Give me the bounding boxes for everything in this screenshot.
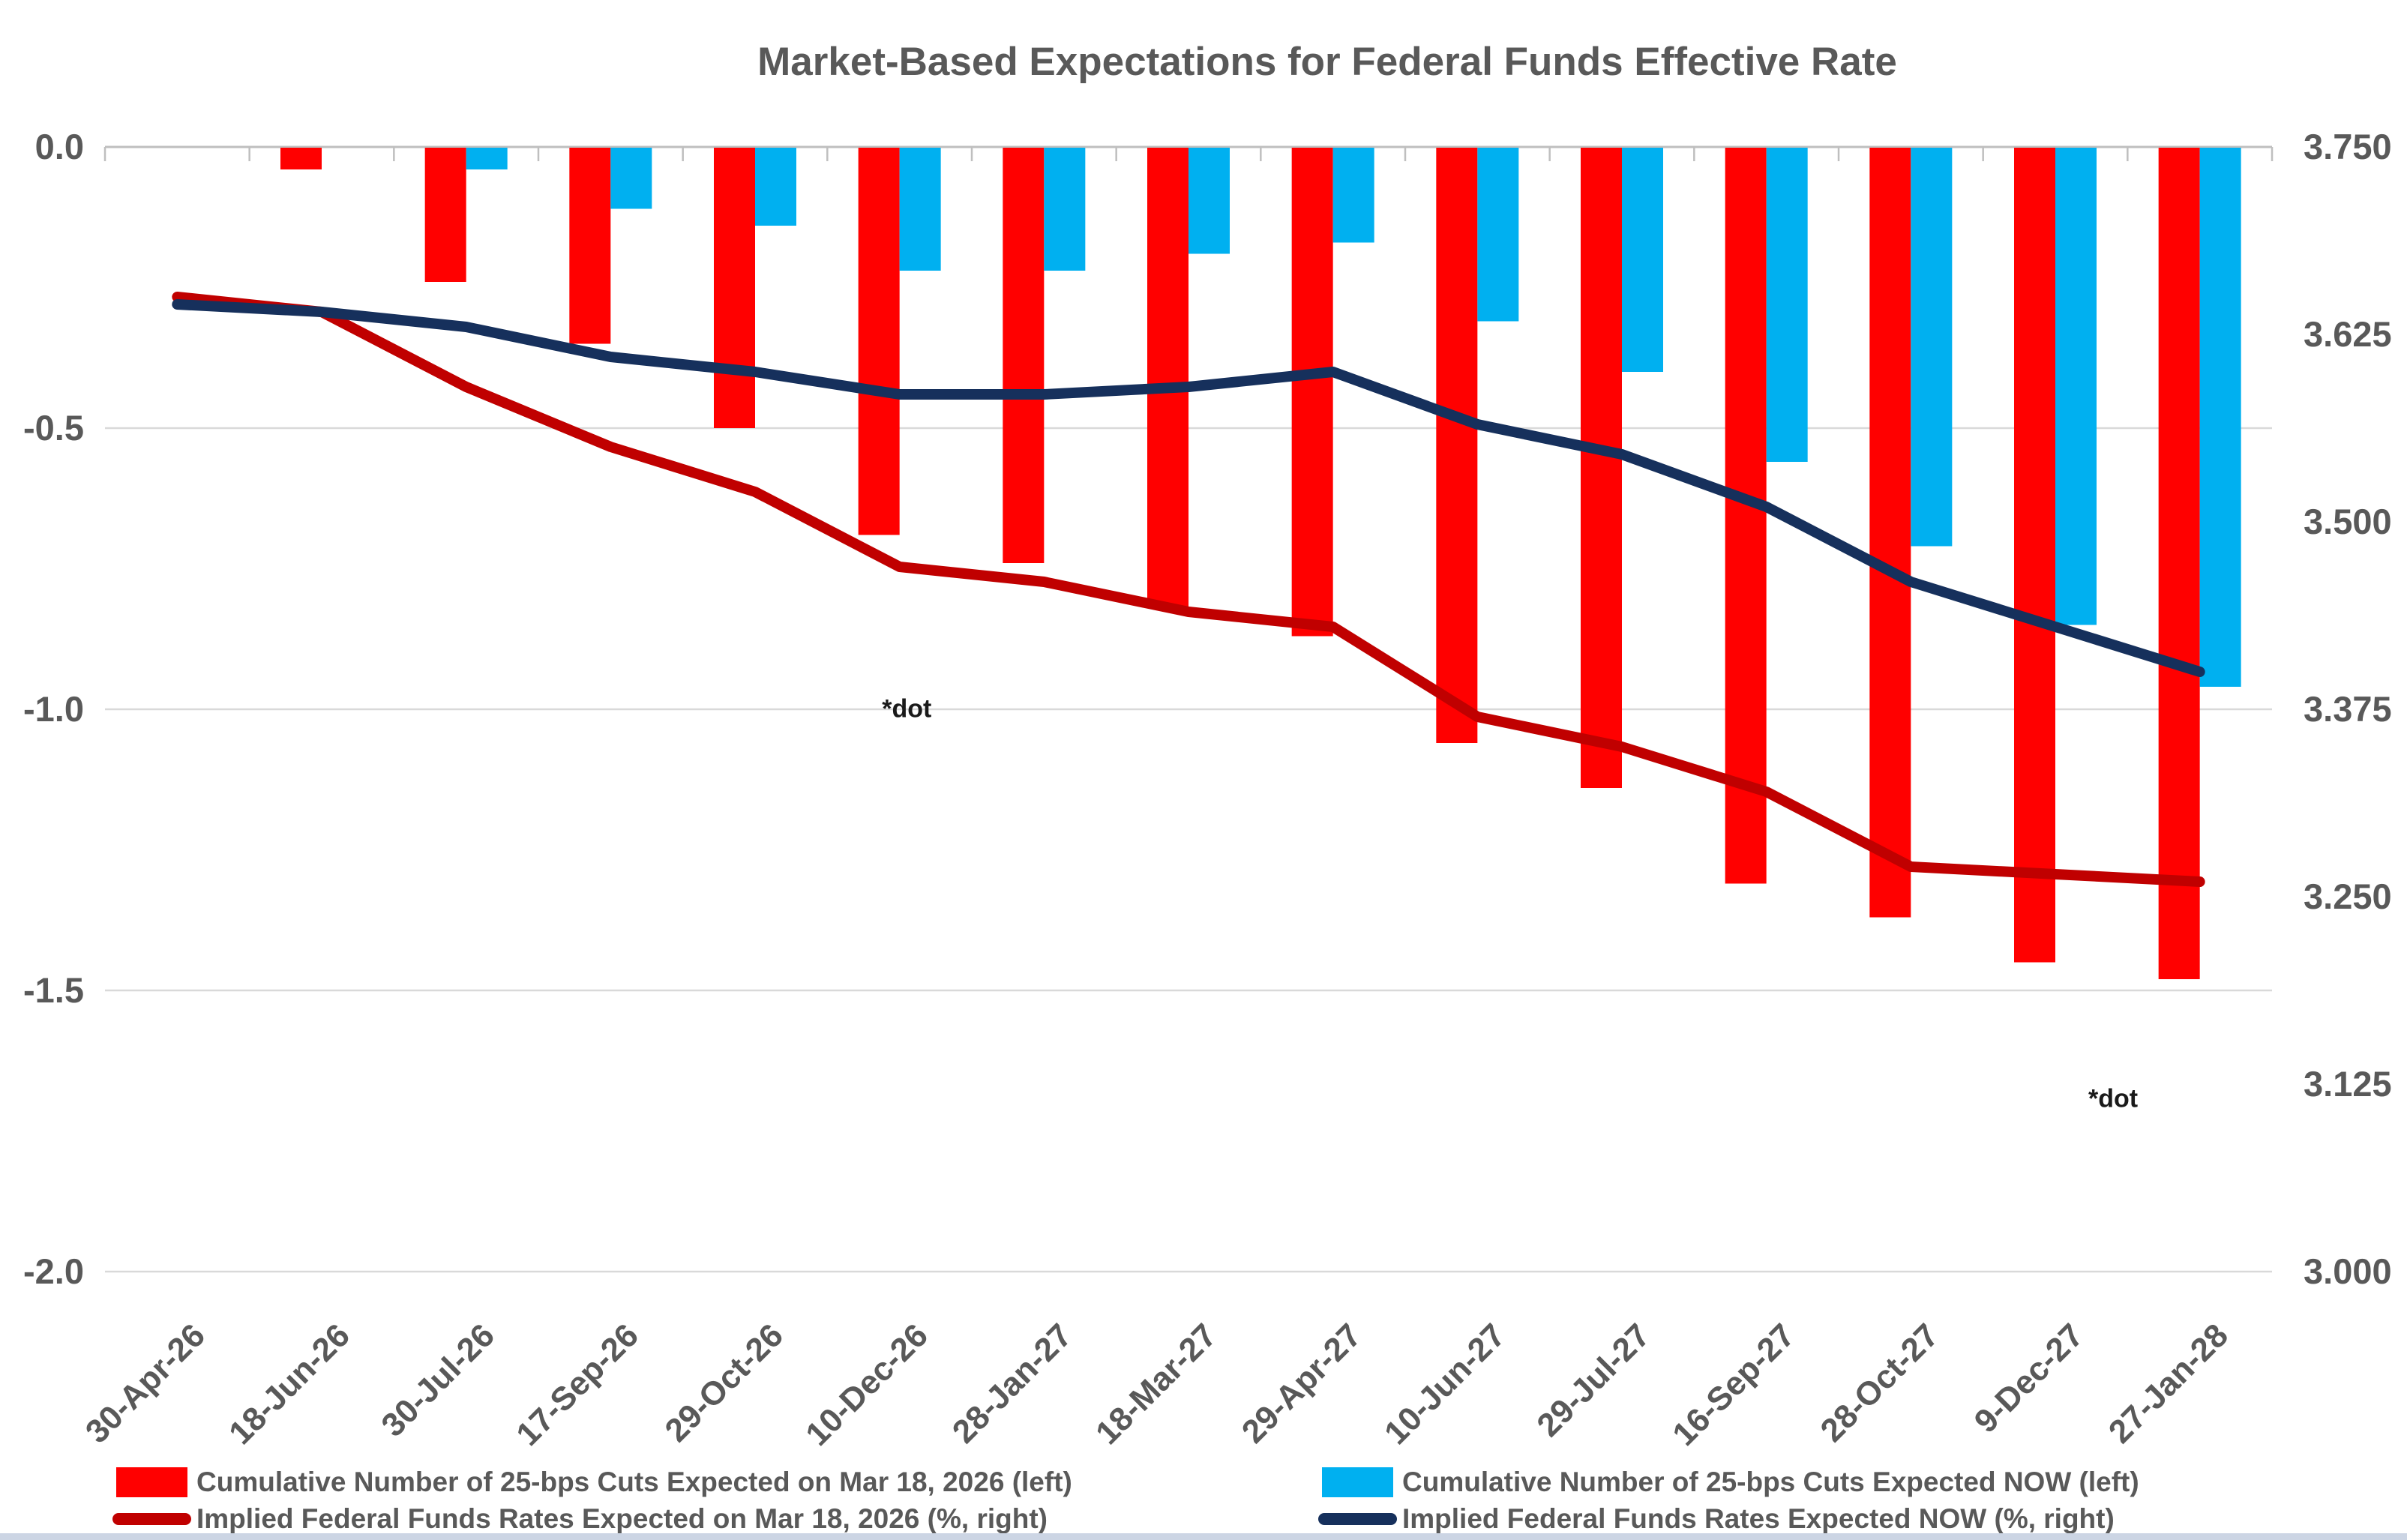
blue-cuts-bar (1911, 148, 1953, 547)
blue-cuts-bar (1622, 148, 1663, 372)
blue-bar-swatch (1322, 1467, 1393, 1497)
blue-cuts-bar (1189, 148, 1230, 254)
red-cuts-bar (569, 148, 611, 344)
dot-annotation-2026: *dot (882, 694, 932, 724)
red-cuts-bar (1725, 148, 1767, 884)
chart-title: Market-Based Expectations for Federal Fu… (757, 40, 1897, 84)
red-cuts-bar (1581, 148, 1622, 788)
right-axis-tick-label: 3.000 (2304, 1251, 2392, 1291)
dot-annotation-2027: *dot (2088, 1084, 2139, 1113)
blue-cuts-bar (1044, 148, 1086, 271)
blue-cuts-bar (755, 148, 796, 226)
legend-label-navy-line: Implied Federal Funds Rates Expected NOW… (1402, 1503, 2115, 1534)
blue-cuts-bar (1766, 148, 1808, 462)
legend-label-blue-bars: Cumulative Number of 25-bps Cuts Expecte… (1402, 1467, 2139, 1497)
left-axis-tick-label: -0.5 (23, 408, 84, 448)
red-cuts-bar (2014, 148, 2055, 963)
bottom-border (0, 1533, 2407, 1540)
left-axis-tick-label: 0.0 (34, 127, 84, 166)
blue-cuts-bar (2055, 148, 2097, 625)
implied-rate-mar2026-line (172, 292, 2205, 887)
blue-cuts-bar (466, 148, 508, 169)
red-cuts-bar (1869, 148, 1911, 918)
implied-rate-now-line (172, 299, 2205, 677)
right-axis-tick-label: 3.750 (2304, 127, 2392, 166)
right-axis-tick-label: 3.625 (2304, 314, 2392, 354)
red-cuts-bar (858, 148, 900, 535)
right-axis-tick-label: 3.500 (2304, 502, 2392, 541)
red-cuts-bar (1291, 148, 1333, 637)
red-cuts-bar (1147, 148, 1189, 608)
red-cuts-bar (2158, 148, 2200, 979)
blue-cuts-bar (1332, 148, 1374, 243)
navy-line-swatch (1318, 1513, 1397, 1525)
right-axis-tick-label: 3.125 (2304, 1064, 2392, 1104)
red-cuts-bar (1003, 148, 1045, 563)
blue-cuts-bar (2199, 148, 2241, 687)
legend-label-red-bars: Cumulative Number of 25-bps Cuts Expecte… (196, 1467, 1072, 1497)
right-axis-tick-label: 3.250 (2304, 876, 2392, 916)
left-axis-tick-label: -2.0 (23, 1251, 84, 1291)
left-axis-tick-label: -1.5 (23, 970, 84, 1010)
left-axis-tick-label: -1.0 (23, 689, 84, 729)
right-axis-tick-label: 3.375 (2304, 689, 2392, 729)
blue-cuts-bar (899, 148, 941, 271)
red-bar-swatch (116, 1467, 187, 1497)
red-cuts-bar (1436, 148, 1478, 743)
red-cuts-bar (424, 148, 466, 282)
blue-cuts-bar (1477, 148, 1519, 322)
dark-red-line-swatch (112, 1513, 191, 1525)
red-cuts-bar (714, 148, 755, 428)
blue-cuts-bar (610, 148, 652, 209)
legend-label-red-line: Implied Federal Funds Rates Expected on … (196, 1503, 1048, 1534)
red-cuts-bar (280, 148, 322, 169)
